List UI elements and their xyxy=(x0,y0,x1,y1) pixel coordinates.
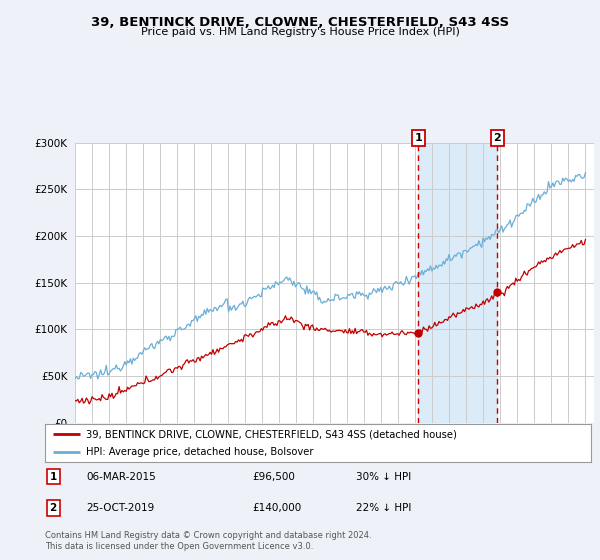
Text: 1: 1 xyxy=(415,133,422,143)
Bar xyxy=(418,143,497,423)
Text: 39, BENTINCK DRIVE, CLOWNE, CHESTERFIELD, S43 4SS (detached house): 39, BENTINCK DRIVE, CLOWNE, CHESTERFIELD… xyxy=(86,429,457,439)
Text: HPI: Average price, detached house, Bolsover: HPI: Average price, detached house, Bols… xyxy=(86,447,313,457)
Text: 2: 2 xyxy=(50,503,57,513)
Text: 30% ↓ HPI: 30% ↓ HPI xyxy=(356,472,412,482)
Text: 22% ↓ HPI: 22% ↓ HPI xyxy=(356,503,412,513)
Text: £96,500: £96,500 xyxy=(253,472,295,482)
Text: 39, BENTINCK DRIVE, CLOWNE, CHESTERFIELD, S43 4SS: 39, BENTINCK DRIVE, CLOWNE, CHESTERFIELD… xyxy=(91,16,509,29)
Text: 06-MAR-2015: 06-MAR-2015 xyxy=(86,472,156,482)
Text: 25-OCT-2019: 25-OCT-2019 xyxy=(86,503,154,513)
Text: Price paid vs. HM Land Registry's House Price Index (HPI): Price paid vs. HM Land Registry's House … xyxy=(140,27,460,37)
Text: This data is licensed under the Open Government Licence v3.0.: This data is licensed under the Open Gov… xyxy=(45,542,313,551)
Text: £140,000: £140,000 xyxy=(253,503,302,513)
Text: Contains HM Land Registry data © Crown copyright and database right 2024.: Contains HM Land Registry data © Crown c… xyxy=(45,531,371,540)
Text: 2: 2 xyxy=(493,133,501,143)
Text: 1: 1 xyxy=(50,472,57,482)
